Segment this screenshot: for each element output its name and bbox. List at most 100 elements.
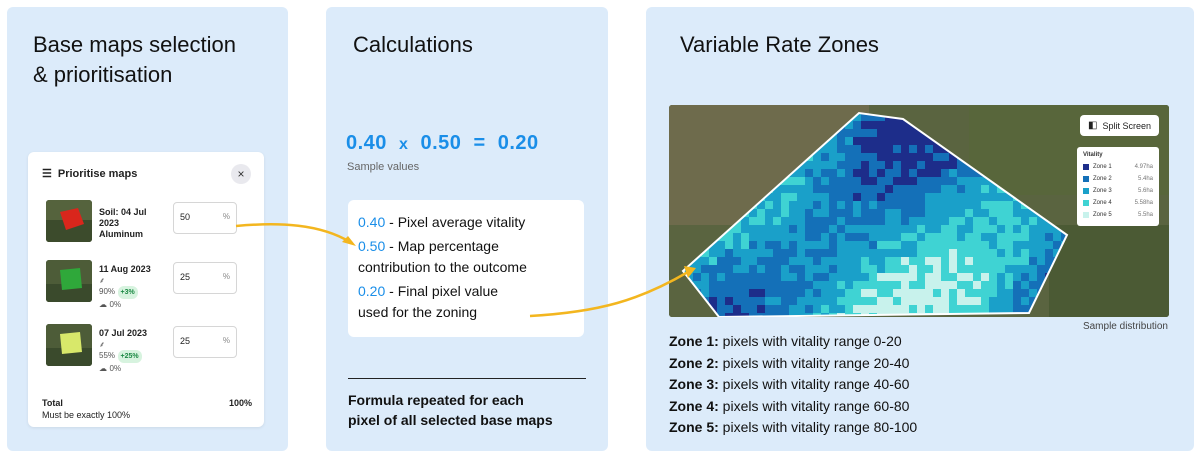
zone-pixel bbox=[853, 297, 861, 305]
zone-pixel bbox=[797, 225, 805, 233]
zone-pixel bbox=[805, 289, 813, 297]
zone-pixel bbox=[885, 185, 893, 193]
zone-pixel bbox=[709, 257, 717, 265]
zone-pixel bbox=[981, 193, 989, 201]
zone-pixel bbox=[957, 193, 965, 201]
zone-pixel bbox=[805, 225, 813, 233]
zone-pixel bbox=[805, 185, 813, 193]
zone-pixel bbox=[861, 193, 869, 201]
zone-pixel bbox=[885, 305, 893, 313]
zone-pixel bbox=[829, 145, 837, 153]
zone-pixel bbox=[917, 177, 925, 185]
zone-pixel bbox=[1013, 249, 1021, 257]
zone-pixel bbox=[925, 249, 933, 257]
zone-pixel bbox=[837, 193, 845, 201]
zone-pixel bbox=[997, 281, 1005, 289]
zone-pixel bbox=[749, 297, 757, 305]
zone-pixel bbox=[1037, 249, 1045, 257]
zone-pixel bbox=[1021, 225, 1029, 233]
zone-pixel bbox=[725, 281, 733, 289]
zone-pixel bbox=[789, 209, 797, 217]
zone-pixel bbox=[773, 217, 781, 225]
zone-pixel bbox=[901, 193, 909, 201]
map-percent-input-2[interactable]: 25 % bbox=[173, 262, 237, 294]
zone-pixel bbox=[997, 265, 1005, 273]
zone-pixel bbox=[965, 305, 973, 313]
zone-pixel bbox=[909, 225, 917, 233]
zone-pixel bbox=[757, 313, 765, 317]
zone-pixel bbox=[957, 233, 965, 241]
zone-pixel bbox=[989, 289, 997, 297]
map-meta-3: 07 Jul 2023 ⸙ 55% +25% ☁ 0% bbox=[99, 328, 147, 374]
legend-row-1: Zone 1 4.97ha bbox=[1083, 161, 1153, 173]
zone-descriptions: Zone 1: pixels with vitality range 0-20 … bbox=[669, 331, 917, 439]
zone-pixel bbox=[965, 249, 973, 257]
zone-pixel bbox=[1005, 257, 1013, 265]
zone-pixel bbox=[741, 289, 749, 297]
map-thumbnail-1[interactable] bbox=[46, 200, 92, 242]
zone-pixel bbox=[797, 289, 805, 297]
zone-pixel bbox=[733, 241, 741, 249]
zone-pixel bbox=[957, 169, 965, 177]
zone-pixel bbox=[965, 273, 973, 281]
zone-pixel bbox=[765, 225, 773, 233]
zone-pixel bbox=[941, 281, 949, 289]
zone-pixel bbox=[1021, 305, 1029, 313]
zone-pixel bbox=[821, 145, 829, 153]
zone-pixel bbox=[965, 201, 973, 209]
zone-pixel bbox=[1005, 225, 1013, 233]
zone-pixel bbox=[957, 273, 965, 281]
zone-pixel bbox=[949, 297, 957, 305]
zone-pixel bbox=[717, 241, 725, 249]
zone-pixel bbox=[909, 161, 917, 169]
zone-pixel bbox=[821, 241, 829, 249]
zone-pixel bbox=[989, 297, 997, 305]
zone-pixel bbox=[909, 145, 917, 153]
zone-pixel bbox=[885, 137, 893, 145]
zone-pixel bbox=[973, 185, 981, 193]
zone-pixel bbox=[949, 249, 957, 257]
zone-pixel bbox=[877, 153, 885, 161]
zone-map[interactable]: ◧ Split Screen Vitality Zone 1 4.97ha Zon… bbox=[669, 105, 1169, 317]
zone-pixel bbox=[973, 305, 981, 313]
zone-pixel bbox=[773, 193, 781, 201]
split-screen-button[interactable]: ◧ Split Screen bbox=[1080, 115, 1159, 136]
map-percent-input-1[interactable]: 50 % bbox=[173, 202, 237, 234]
zone-pixel bbox=[877, 169, 885, 177]
zone-pixel bbox=[749, 281, 757, 289]
zone-pixel bbox=[893, 273, 901, 281]
zone-pixel bbox=[781, 257, 789, 265]
zone-pixel bbox=[925, 209, 933, 217]
zone-pixel bbox=[1005, 233, 1013, 241]
zone-pixel bbox=[789, 225, 797, 233]
zone-pixel bbox=[725, 305, 733, 313]
zone-pixel bbox=[757, 217, 765, 225]
zone-pixel bbox=[829, 177, 837, 185]
zone-pixel bbox=[845, 281, 853, 289]
zone-pixel bbox=[949, 281, 957, 289]
zone-pixel bbox=[845, 153, 853, 161]
zone-pixel bbox=[989, 233, 997, 241]
zone-pixel bbox=[941, 225, 949, 233]
zone-pixel bbox=[693, 265, 701, 273]
zone-pixel bbox=[909, 153, 917, 161]
zone-pixel bbox=[749, 265, 757, 273]
zone-pixel bbox=[989, 273, 997, 281]
zone-pixel bbox=[741, 249, 749, 257]
map-thumbnail-3[interactable] bbox=[46, 324, 92, 366]
zone-pixel bbox=[909, 217, 917, 225]
zone-pixel bbox=[981, 289, 989, 297]
map-thumbnail-2[interactable] bbox=[46, 260, 92, 302]
zone-pixel bbox=[893, 201, 901, 209]
legend-swatch-3 bbox=[1083, 188, 1089, 194]
zone-pixel bbox=[877, 265, 885, 273]
zone-pixel bbox=[973, 257, 981, 265]
formula-line-1: Formula repeated for each bbox=[348, 392, 524, 408]
zone-pixel bbox=[765, 305, 773, 313]
zone-pixel bbox=[821, 273, 829, 281]
zone-pixel bbox=[869, 297, 877, 305]
zone-pixel bbox=[1029, 249, 1037, 257]
map-percent-input-3[interactable]: 25 % bbox=[173, 326, 237, 358]
zone-pixel bbox=[853, 193, 861, 201]
close-button[interactable]: × bbox=[231, 164, 251, 184]
